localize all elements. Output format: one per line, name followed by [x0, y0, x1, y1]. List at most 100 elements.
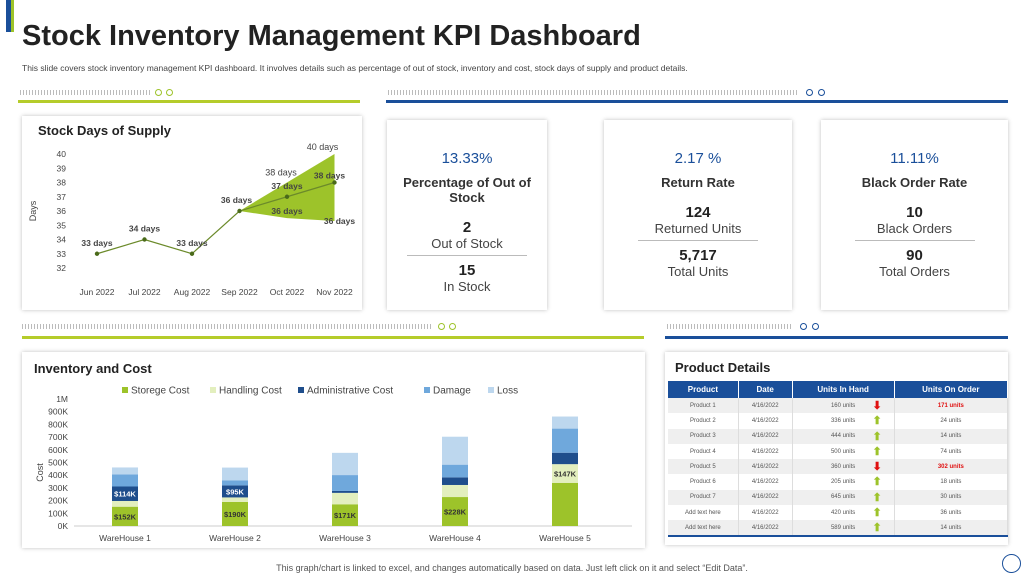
y-tick-label: 800K: [48, 419, 68, 429]
y-tick-label: 34: [57, 235, 67, 245]
table-row: Product 7 4/16/2022 645 units ⬆ 30 units: [668, 489, 1009, 506]
units-in-hand: 336 units ⬆: [792, 413, 895, 429]
units-in-hand: 589 units ⬆: [792, 520, 895, 536]
data-label: 38 days: [314, 171, 345, 181]
legend-label: Storege Cost: [131, 386, 190, 397]
data-label: 37 days: [271, 181, 302, 191]
table-row: Add text here 4/16/2022 589 units ⬆ 14 un…: [668, 520, 1009, 536]
kpi-value: 90: [906, 247, 923, 264]
kpi-value: 2: [462, 219, 472, 236]
arrow-up-icon: ⬆: [872, 430, 882, 443]
y-tick-label: 300K: [48, 483, 68, 493]
bar-segment: [552, 428, 578, 453]
ring-icon: [449, 323, 456, 330]
kpi-sublabel: Returned Units: [654, 221, 742, 236]
product-name: Product 3: [668, 428, 739, 444]
units-in-hand-value: 336 units: [830, 417, 856, 424]
chart-title: Inventory and Cost: [34, 361, 152, 376]
y-tick-label: 32: [57, 263, 67, 273]
bar-segment: [552, 464, 578, 483]
legend-swatch: [210, 387, 216, 393]
y-tick-label: 700K: [48, 432, 68, 442]
x-tick-label: WareHouse 3: [319, 533, 371, 543]
bar-segment: [112, 500, 138, 507]
divider-line: [665, 336, 1008, 339]
bar-segment: [332, 490, 358, 493]
bar-segment: [552, 482, 578, 526]
data-label: $171K: [334, 511, 357, 520]
kpi-label: Return Rate: [661, 175, 735, 190]
units-in-hand: 645 units ⬆: [792, 489, 895, 506]
bar-segment: [222, 485, 248, 498]
divider-dots: [388, 90, 798, 95]
divider-dots: [667, 324, 792, 329]
product-name: Product 1: [668, 398, 739, 414]
units-in-hand-value: 360 units: [830, 463, 856, 470]
units-on-order: 14 units: [894, 520, 1009, 536]
kpi-percent: 2.17 %: [674, 150, 722, 167]
bar-segment: [552, 452, 578, 465]
bar-segment: [442, 497, 468, 526]
table-row: Add text here 4/16/2022 420 units ⬆ 36 un…: [668, 505, 1009, 521]
legend-swatch: [298, 387, 304, 393]
x-tick-label: Oct 2022: [270, 287, 305, 297]
legend-swatch: [122, 387, 128, 393]
product-name: Product 6: [668, 474, 739, 490]
y-tick-label: 38: [57, 178, 67, 188]
units-in-hand-value: 500 units: [830, 448, 856, 455]
arrow-up-icon: ⬆: [872, 491, 882, 504]
stock-days-card: Stock Days of Supply Days 32 33 34 35 36 37 38 3…: [22, 116, 362, 310]
kpi-sublabel: Black Orders: [876, 221, 953, 236]
product-name: Add text here: [668, 520, 739, 536]
table-row: Product 2 4/16/2022 336 units ⬆ 24 units: [668, 413, 1009, 429]
table-row: Product 4 4/16/2022 500 units ⬆ 74 units: [668, 443, 1009, 460]
ring-icon: [438, 323, 445, 330]
arrow-up-icon: ⬆: [872, 522, 882, 535]
kpi-percent: 11.11%: [890, 150, 939, 167]
product-name: Product 4: [668, 443, 739, 460]
data-point: [332, 180, 337, 185]
arrow-down-icon: ⬇: [872, 400, 882, 412]
legend-label: Administrative Cost: [307, 386, 393, 397]
units-in-hand: 444 units ⬆: [792, 428, 895, 444]
y-tick-label: 500K: [48, 458, 68, 468]
arrow-up-icon: ⬆: [872, 507, 882, 520]
kpi-sublabel: Out of Stock: [431, 236, 503, 251]
units-in-hand: 420 units ⬆: [792, 505, 895, 521]
table-row: Product 1 4/16/2022 160 units ⬇ 171 units: [668, 398, 1009, 414]
units-in-hand: 500 units ⬆: [792, 443, 895, 460]
y-tick-label: 36: [57, 206, 67, 216]
chart-title: Stock Days of Supply: [38, 123, 171, 138]
page-subtitle: This slide covers stock inventory manage…: [22, 63, 688, 73]
ring-icon: [818, 89, 825, 96]
forecast-label: 36 days: [271, 206, 302, 216]
product-name: Product 7: [668, 489, 739, 506]
data-label: $228K: [444, 508, 467, 517]
x-tick-label: WareHouse 1: [99, 533, 151, 543]
date: 4/16/2022: [738, 413, 793, 429]
bar-segment: [442, 464, 468, 478]
units-on-order: 18 units: [894, 474, 1009, 490]
y-tick-label: 35: [57, 220, 67, 230]
kpi-card-black-order-rate: 11.11% Black Order Rate 10 Black Orders …: [821, 120, 1008, 310]
kpi-card-out-of-stock: 13.33% Percentage of Out of Stock 2 Out …: [387, 120, 547, 310]
forecast-label: 36 days: [324, 216, 355, 226]
data-point: [94, 251, 100, 256]
ring-icon: [812, 323, 819, 330]
product-table: Product Date Units In Hand Units On Orde…: [668, 381, 1009, 537]
divider-dots: [20, 90, 150, 95]
date: 4/16/2022: [738, 459, 793, 475]
bar-segment: [222, 467, 248, 481]
kpi-label: Black Order Rate: [861, 175, 968, 190]
legend-swatch: [424, 387, 430, 393]
data-label: $147K: [554, 469, 577, 478]
units-on-order: 171 units: [894, 398, 1009, 414]
bar-segment: [222, 501, 248, 526]
legend-label: Loss: [497, 386, 518, 397]
y-axis-label: Days: [28, 200, 38, 221]
kpi-sublabel: Total Units: [667, 264, 729, 279]
kpi-sublabel: In Stock: [443, 279, 491, 294]
table-row: Product 6 4/16/2022 205 units ⬆ 18 units: [668, 474, 1009, 490]
footer-note: This graph/chart is linked to excel, and…: [276, 563, 748, 573]
col-header: Product: [668, 381, 739, 398]
